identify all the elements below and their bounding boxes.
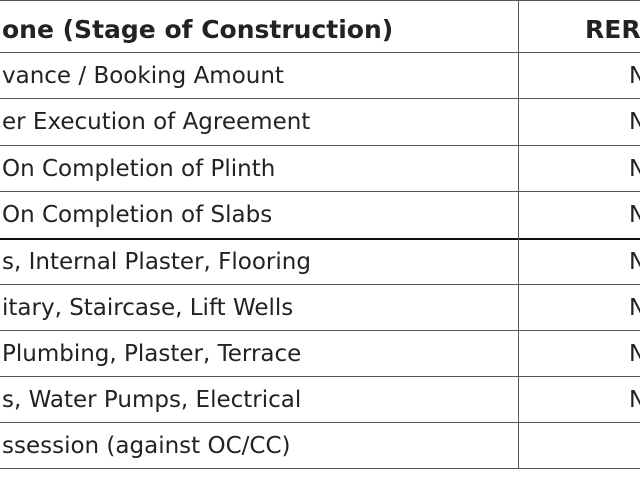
milestone-cell: ssession (against OC/CC) [2, 432, 291, 459]
header-row: one (Stage of Construction) RER [0, 6, 640, 52]
table-row: s, Internal Plaster, Flooring N [0, 239, 640, 284]
table-row: On Completion of Slabs N [0, 192, 640, 238]
table-row: er Execution of Agreement N [0, 99, 640, 145]
milestone-cell: one (Stage of Construction) [2, 14, 394, 44]
row-border [0, 284, 640, 285]
row-border [0, 145, 640, 146]
table-row: ssession (against OC/CC) [0, 423, 640, 468]
row-border [0, 238, 640, 240]
row-border [0, 376, 640, 377]
milestone-cell: er Execution of Agreement [2, 109, 311, 135]
rera-cell: RER [585, 14, 640, 44]
column-border [518, 0, 519, 469]
rera-cell: N [629, 155, 640, 182]
rera-cell: N [629, 294, 640, 321]
milestone-cell: vance / Booking Amount [2, 62, 284, 89]
milestone-cell: itary, Staircase, Lift Wells [2, 294, 294, 321]
rera-cell: N [629, 109, 640, 135]
row-border [0, 98, 640, 99]
table-row: itary, Staircase, Lift Wells N [0, 285, 640, 330]
table-row: On Completion of Plinth N [0, 146, 640, 191]
row-border [0, 0, 640, 1]
milestone-cell: s, Water Pumps, Electrical [2, 386, 302, 413]
row-border [0, 191, 640, 192]
milestone-cell: On Completion of Slabs [2, 202, 273, 228]
table-row: vance / Booking Amount N [0, 53, 640, 98]
table-row: Plumbing, Plaster, Terrace N [0, 331, 640, 376]
row-border [0, 52, 640, 53]
row-border [0, 330, 640, 331]
row-border [0, 422, 640, 423]
row-border [0, 468, 640, 469]
rera-cell: N [629, 248, 640, 275]
milestone-cell: On Completion of Plinth [2, 155, 276, 182]
rera-cell: N [629, 62, 640, 89]
rera-cell: N [629, 202, 640, 228]
milestone-cell: Plumbing, Plaster, Terrace [2, 340, 302, 367]
table-row: s, Water Pumps, Electrical N [0, 377, 640, 422]
rera-cell: N [629, 386, 640, 413]
rera-cell: N [629, 340, 640, 367]
milestone-cell: s, Internal Plaster, Flooring [2, 248, 311, 275]
